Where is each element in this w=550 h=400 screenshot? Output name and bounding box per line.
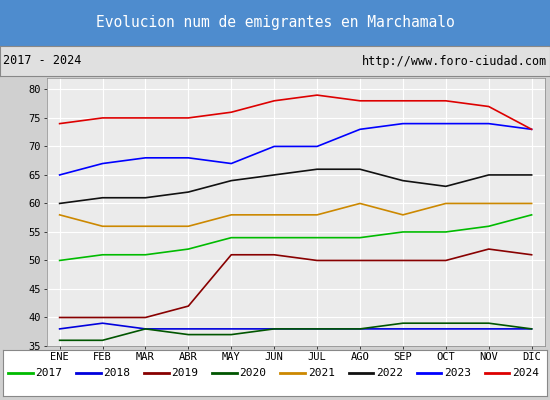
Text: 2019: 2019 <box>172 368 199 378</box>
Text: Evolucion num de emigrantes en Marchamalo: Evolucion num de emigrantes en Marchamal… <box>96 16 454 30</box>
Text: http://www.foro-ciudad.com: http://www.foro-ciudad.com <box>362 54 547 68</box>
Text: 2024: 2024 <box>512 368 539 378</box>
Text: 2021: 2021 <box>307 368 334 378</box>
Text: 2018: 2018 <box>103 368 130 378</box>
Text: 2017: 2017 <box>35 368 62 378</box>
Text: 2022: 2022 <box>376 368 403 378</box>
Text: 2023: 2023 <box>444 368 471 378</box>
Text: 2017 - 2024: 2017 - 2024 <box>3 54 81 68</box>
Text: 2020: 2020 <box>240 368 267 378</box>
